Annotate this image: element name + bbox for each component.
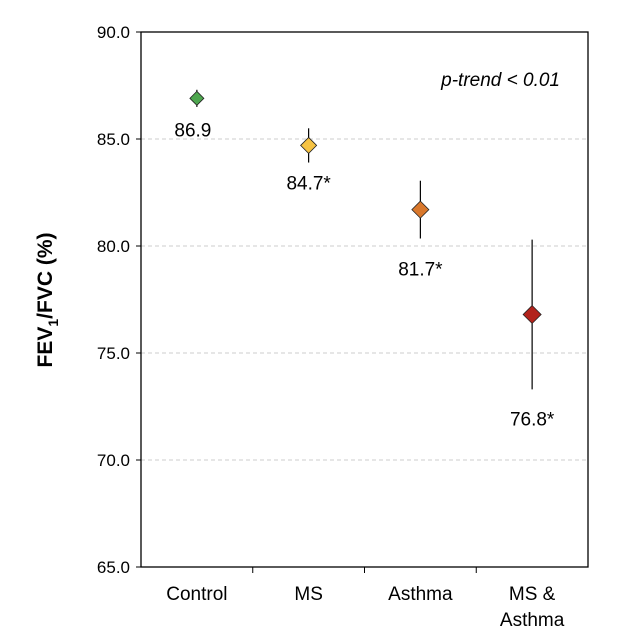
- x-tick-label: MS &: [509, 584, 556, 605]
- y-axis-label: FEV1/FVC (%): [34, 233, 61, 368]
- x-tick-label: Asthma: [388, 584, 453, 605]
- data-point-marker: [411, 200, 430, 219]
- x-tick-label: MS: [294, 584, 323, 605]
- y-tick-label: 65.0: [97, 558, 130, 577]
- data-point-marker: [189, 90, 205, 106]
- data-label: 76.8*: [510, 409, 555, 430]
- y-tick-label: 70.0: [97, 451, 130, 470]
- y-tick-label: 90.0: [97, 23, 130, 42]
- y-tick-label: 85.0: [97, 130, 130, 149]
- x-tick-label: Control: [166, 584, 227, 605]
- y-tick-label: 80.0: [97, 237, 130, 256]
- data-label: 81.7*: [398, 260, 443, 281]
- y-tick-label: 75.0: [97, 344, 130, 363]
- data-point-marker: [522, 304, 542, 325]
- plot-frame: [140, 31, 589, 568]
- p-trend-annotation: p-trend < 0.01: [440, 70, 560, 91]
- data-label: 84.7*: [286, 173, 331, 194]
- data-point-marker: [300, 136, 318, 154]
- x-tick-label-line2: Asthma: [500, 610, 565, 631]
- data-label: 86.9: [174, 120, 211, 141]
